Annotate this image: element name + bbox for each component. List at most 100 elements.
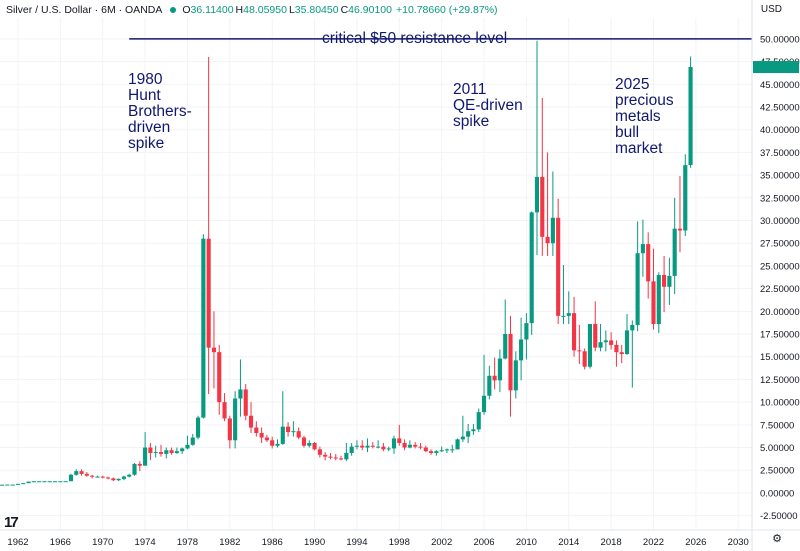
candle-body bbox=[593, 324, 598, 348]
candle-body bbox=[423, 447, 428, 452]
candle-body bbox=[577, 350, 582, 352]
y-tick-label: 2.50000 bbox=[760, 466, 794, 477]
y-tick-label: 7.50000 bbox=[760, 420, 794, 431]
candle-body bbox=[286, 426, 291, 433]
candle-body bbox=[688, 67, 693, 165]
annotation-2025: 2025 precious metals bull market bbox=[615, 76, 674, 157]
x-tick-label: 1970 bbox=[92, 537, 113, 548]
chart-grid bbox=[0, 18, 752, 530]
symbol-header: Silver / U.S. Dollar · 6M · OANDA O 36.11… bbox=[0, 2, 498, 18]
candle-body bbox=[127, 474, 132, 477]
candle-body bbox=[90, 475, 95, 477]
settings-icon[interactable]: ⚙ bbox=[772, 533, 782, 545]
candle-body bbox=[439, 450, 444, 452]
candle-body bbox=[15, 483, 21, 485]
candle-body bbox=[84, 473, 89, 476]
tradingview-logo[interactable]: 17 bbox=[4, 514, 19, 531]
candle-body bbox=[487, 375, 492, 396]
candle-body bbox=[296, 431, 301, 438]
candle-body bbox=[164, 450, 169, 454]
candle-body bbox=[476, 412, 481, 430]
candle-body bbox=[259, 433, 264, 438]
candle-body bbox=[21, 483, 26, 485]
candle-body bbox=[74, 471, 79, 475]
candle-body bbox=[662, 274, 667, 287]
candle-body bbox=[402, 442, 407, 448]
candle-body bbox=[190, 437, 195, 445]
candle-body bbox=[328, 456, 333, 458]
candle-body bbox=[656, 274, 661, 325]
symbol-title[interactable]: Silver / U.S. Dollar · 6M · OANDA bbox=[6, 4, 163, 16]
candle-series bbox=[0, 40, 693, 486]
candle-body bbox=[227, 418, 232, 441]
x-tick-label: 1998 bbox=[389, 537, 410, 548]
close-value: 46.90100 bbox=[348, 4, 392, 16]
candle-body bbox=[651, 281, 656, 325]
candle-body bbox=[100, 476, 105, 478]
candle-body bbox=[471, 429, 476, 432]
candle-body bbox=[0, 484, 5, 486]
x-tick-label: 2022 bbox=[643, 537, 664, 548]
candle-body bbox=[5, 484, 10, 486]
candle-body bbox=[37, 481, 42, 483]
low-label: L bbox=[288, 4, 295, 16]
candle-body bbox=[646, 244, 651, 282]
y-tick-label: -2.50000 bbox=[760, 511, 798, 522]
candle-body bbox=[444, 449, 450, 451]
x-tick-label: 1966 bbox=[50, 537, 71, 548]
candle-body bbox=[53, 481, 58, 483]
candle-body bbox=[619, 352, 624, 354]
x-tick-label: 1974 bbox=[135, 537, 156, 548]
candle-body bbox=[143, 447, 148, 466]
candle-body bbox=[460, 436, 465, 440]
candle-body bbox=[667, 275, 672, 287]
last-price-tag bbox=[753, 61, 799, 74]
candle-body bbox=[95, 476, 100, 478]
y-tick-label: 27.50000 bbox=[760, 239, 800, 250]
candle-body bbox=[169, 450, 174, 453]
candle-body bbox=[381, 446, 386, 450]
candle-body bbox=[624, 330, 630, 354]
y-tick-label: 25.00000 bbox=[760, 261, 800, 272]
y-tick-label: 30.00000 bbox=[760, 216, 800, 227]
candle-body bbox=[497, 358, 502, 381]
x-tick-label: 2030 bbox=[728, 537, 749, 548]
x-tick-label: 2014 bbox=[558, 537, 579, 548]
candle-body bbox=[598, 342, 603, 348]
annotation-2011: 2011 QE-driven spike bbox=[453, 81, 523, 130]
candle-body bbox=[248, 415, 254, 428]
x-tick-label: 2002 bbox=[431, 537, 452, 548]
candle-body bbox=[609, 340, 614, 345]
currency-label[interactable]: USD bbox=[760, 4, 782, 15]
candle-body bbox=[354, 445, 360, 447]
candle-body bbox=[275, 443, 280, 446]
market-status-dot bbox=[170, 7, 177, 13]
candle-body bbox=[264, 437, 269, 441]
candle-body bbox=[185, 444, 190, 449]
candle-body bbox=[132, 463, 137, 475]
candle-body bbox=[307, 442, 312, 446]
open-label: O bbox=[182, 4, 191, 16]
candle-body bbox=[418, 446, 423, 448]
candle-body bbox=[105, 477, 111, 479]
candle-body bbox=[677, 228, 683, 231]
candle-body bbox=[508, 334, 513, 391]
y-tick-label: 35.00000 bbox=[760, 171, 800, 182]
y-tick-label: 20.00000 bbox=[760, 307, 800, 318]
candle-body bbox=[614, 344, 619, 353]
candle-body bbox=[280, 426, 285, 444]
candle-body bbox=[338, 458, 344, 460]
close-label: C bbox=[340, 4, 349, 16]
y-tick-label: 17.50000 bbox=[760, 330, 800, 341]
candle-body bbox=[481, 395, 487, 413]
y-tick-label: 0.00000 bbox=[760, 488, 794, 499]
candle-body bbox=[561, 315, 566, 317]
high-value: 48.05950 bbox=[243, 4, 287, 16]
candle-body bbox=[407, 444, 412, 448]
candle-body bbox=[603, 340, 608, 343]
candle-body bbox=[434, 451, 439, 453]
candle-body bbox=[450, 449, 455, 451]
candle-body bbox=[365, 445, 370, 448]
x-axis: 1962 1966 1970 1974 1978 1982 1986 1990 1994 1998… bbox=[0, 529, 800, 548]
